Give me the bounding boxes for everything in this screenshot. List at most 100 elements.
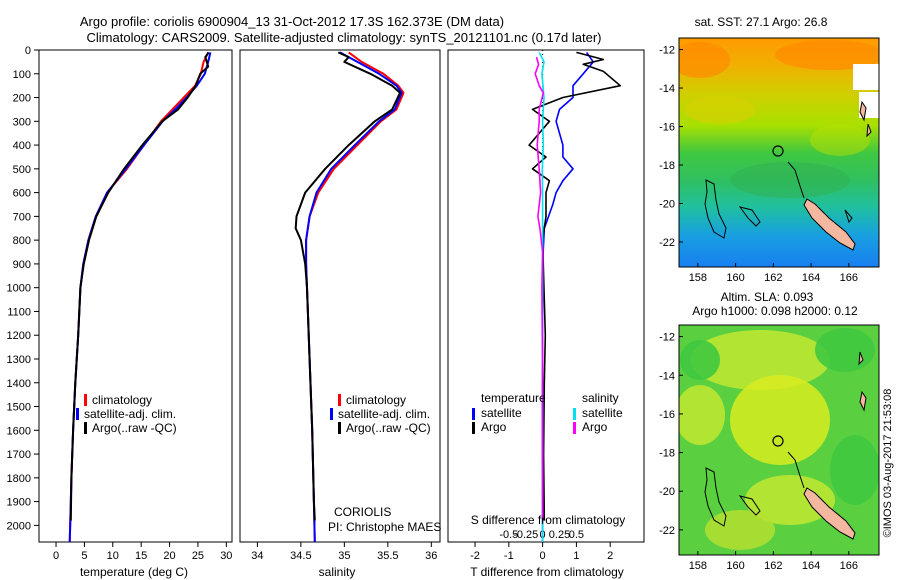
x-tick-label: 15	[135, 550, 147, 562]
sst-warm-patch	[810, 124, 870, 156]
legend-label-climatology: climatology	[92, 393, 152, 407]
x-tick-label: 34.5	[290, 550, 311, 562]
x-tick-label: 0	[53, 550, 59, 562]
depth-axis: 0 100 200 300 400 500 600 700 800 900 1000 1100 1200…	[7, 45, 39, 532]
legend-label-s-satellite: satellite	[582, 406, 623, 420]
lat-tick-label: -22	[659, 237, 675, 249]
depth-tick-label: 1500	[7, 402, 31, 414]
depth-tick-label: 1200	[7, 330, 31, 342]
sla-low-patch	[830, 435, 879, 505]
series-line-s-satellite	[538, 52, 545, 542]
temperature-plot: 0 5 10 15 20 25 30	[53, 51, 232, 562]
depth-tick-label: 600	[13, 188, 31, 200]
x-tick-label: 34	[251, 550, 263, 562]
lon-tick-label: 166	[840, 272, 858, 284]
salinity-axis-label: salinity	[319, 565, 356, 579]
new-caledonia-land	[803, 198, 856, 251]
depth-tick-label: 900	[13, 259, 31, 271]
sla-low-patch	[680, 340, 720, 380]
reef-contour	[844, 209, 853, 224]
series-line-satellite-adj-clim	[68, 52, 212, 543]
reef-contour	[738, 495, 761, 516]
s-diff-tick-label: -0.25	[513, 529, 538, 541]
legend-swatch-argo	[84, 422, 87, 434]
sst-cloud-gap	[853, 64, 879, 90]
x-tick-label: -2	[470, 550, 480, 562]
legend-swatch-t-argo	[472, 422, 475, 434]
legend-label-argo: Argo(..raw -QC)	[346, 421, 431, 435]
legend-title-salinity: salinity	[582, 391, 619, 405]
sla-high-patch	[679, 385, 725, 445]
reef-contour	[787, 451, 805, 489]
sla-high-patch	[690, 330, 830, 390]
sla-map-title: Altim. SLA: 0.093	[721, 290, 814, 304]
lat-tick-label: -22	[659, 525, 675, 537]
salinity-panel-frame	[239, 49, 441, 543]
reef-contour	[704, 467, 727, 527]
x-tick-label: 25	[192, 550, 204, 562]
vanuatu-land	[866, 123, 872, 138]
s-difference-axis-label: S difference from climatology	[471, 513, 626, 527]
lon-tick-label: 164	[802, 272, 820, 284]
x-tick-label: 30	[220, 550, 232, 562]
lat-tick-label: -12	[659, 332, 675, 344]
lon-tick-label: 158	[689, 272, 707, 284]
x-tick-label: 35.5	[377, 550, 398, 562]
depth-tick-label: 1800	[7, 473, 31, 485]
x-tick-label: 20	[163, 550, 175, 562]
argo-location-marker	[772, 145, 784, 157]
sst-map: sat. SST: 27.1 Argo: 26.8	[678, 15, 880, 268]
lon-tick-label: 166	[840, 560, 858, 572]
sst-warm-patch	[775, 40, 879, 70]
series-line-argo-raw-qc	[69, 51, 210, 521]
legend-swatch-climatology	[84, 394, 87, 406]
series-line-argo-raw-qc	[294, 51, 401, 521]
series-line-s-argo	[534, 56, 545, 521]
difference-legend: temperature salinity satellite Argo sate…	[471, 391, 626, 527]
pi-label: PI: Christophe MAES	[328, 520, 441, 534]
map-axes: 158 160 162 164 166 -12 -14 -16 -18 -20 -22 158 160 1…	[659, 45, 858, 572]
vanuatu-land	[859, 100, 867, 122]
legend-label-satellite: satellite-adj. clim.	[84, 407, 176, 421]
figure-title-line2: Climatology: CARS2009. Satellite-adjuste…	[87, 30, 602, 45]
depth-tick-label: 1100	[7, 306, 31, 318]
reef-contour	[704, 179, 727, 239]
depth-tick-label: 1000	[7, 283, 31, 295]
reef-contour	[787, 161, 805, 199]
legend-swatch-climatology	[338, 394, 341, 406]
vanuatu-land	[858, 351, 864, 366]
depth-tick-label: 400	[13, 140, 31, 152]
legend-swatch-t-satellite	[472, 408, 475, 420]
lon-tick-label: 160	[726, 560, 744, 572]
vanuatu-land	[859, 390, 867, 412]
x-tick-label: 2	[607, 550, 613, 562]
lon-tick-label: 158	[689, 560, 707, 572]
lat-tick-label: -14	[659, 83, 675, 95]
series-line-climatology	[68, 51, 210, 543]
argo-location-marker	[772, 435, 784, 447]
depth-tick-label: 0	[25, 45, 31, 57]
legend-label-t-satellite: satellite	[481, 406, 522, 420]
x-tick-label: 36	[425, 550, 437, 562]
depth-tick-label: 100	[13, 69, 31, 81]
t-difference-axis-label: T difference from climatology	[470, 565, 624, 579]
figure-title-line1: Argo profile: coriolis 6900904_13 31-Oct…	[80, 14, 504, 29]
depth-tick-label: 1700	[7, 449, 31, 461]
salinity-legend: climatology satellite-adj. clim. Argo(..…	[328, 393, 441, 534]
sst-warm-patch	[685, 96, 755, 124]
legend-swatch-satellite	[76, 408, 79, 420]
legend-swatch-satellite	[330, 408, 333, 420]
depth-tick-label: 1900	[7, 497, 31, 509]
s-diff-tick-label: 0.25	[549, 529, 570, 541]
salinity-plot: 34 34.5 35 35.5 36	[251, 51, 437, 562]
sst-cool-patch	[730, 162, 850, 198]
sst-map-frame	[678, 37, 880, 268]
difference-panel-frame	[447, 49, 645, 543]
lat-tick-label: -20	[659, 486, 675, 498]
series-line-satellite-adj-clim	[305, 51, 403, 543]
sla-high-patch	[705, 510, 775, 550]
series-line-t-satellite	[541, 51, 595, 542]
legend-swatch-s-argo	[573, 422, 576, 434]
lat-tick-label: -12	[659, 45, 675, 57]
